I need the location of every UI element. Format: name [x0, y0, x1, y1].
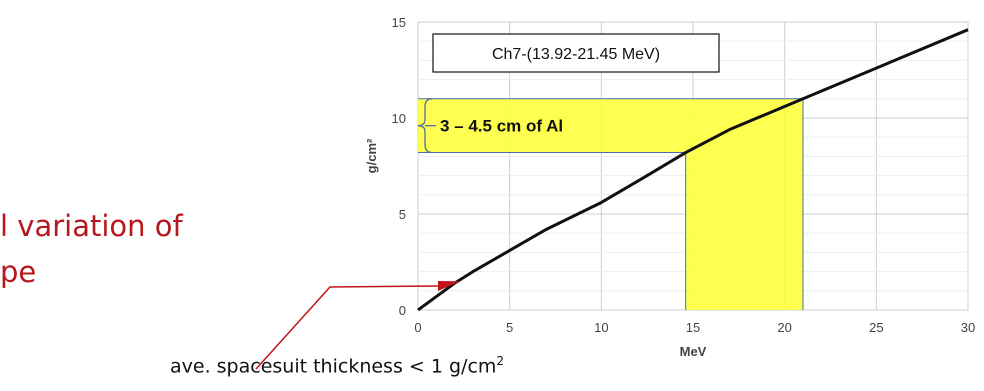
- thickness-bracket: [417, 98, 433, 154]
- x-tick-label: 15: [686, 320, 700, 335]
- x-tick-label: 20: [777, 320, 791, 335]
- annotation-arrow-line: [255, 285, 439, 370]
- y-tick-label: 10: [392, 111, 406, 126]
- spacesuit-annotation-superscript: 2: [496, 354, 505, 368]
- spacesuit-annotation-text: ave. spacesuit thickness < 1 g/cm: [170, 355, 497, 378]
- highlight-horizontal-band: [418, 98, 686, 153]
- channel-label-text: Ch7-(13.92-21.45 MeV): [492, 46, 660, 63]
- highlight-vertical-band: [685, 98, 803, 310]
- y-tick-label: 15: [392, 15, 406, 30]
- highlight-label: 3 – 4.5 cm of Al: [440, 117, 563, 136]
- y-tick-label: 5: [399, 207, 406, 222]
- y-axis-label: g/cm²: [364, 138, 379, 173]
- annotation-arrowhead: [438, 281, 461, 291]
- x-axis-label: MeV: [680, 344, 707, 359]
- x-tick-label: 10: [594, 320, 608, 335]
- slide-heading-fragment: l variation of pe: [0, 203, 250, 295]
- x-tick-label: 0: [414, 320, 421, 335]
- x-tick-label: 30: [961, 320, 975, 335]
- x-tick-label: 25: [869, 320, 883, 335]
- channel-label-box: [432, 33, 720, 73]
- slide-heading-line-1: l variation of: [0, 209, 183, 243]
- y-tick-label: 0: [399, 303, 406, 318]
- spacesuit-annotation: ave. spacesuit thickness < 1 g/cm2: [170, 354, 504, 377]
- slide-heading-line-2: pe: [0, 255, 37, 289]
- x-tick-label: 5: [506, 320, 513, 335]
